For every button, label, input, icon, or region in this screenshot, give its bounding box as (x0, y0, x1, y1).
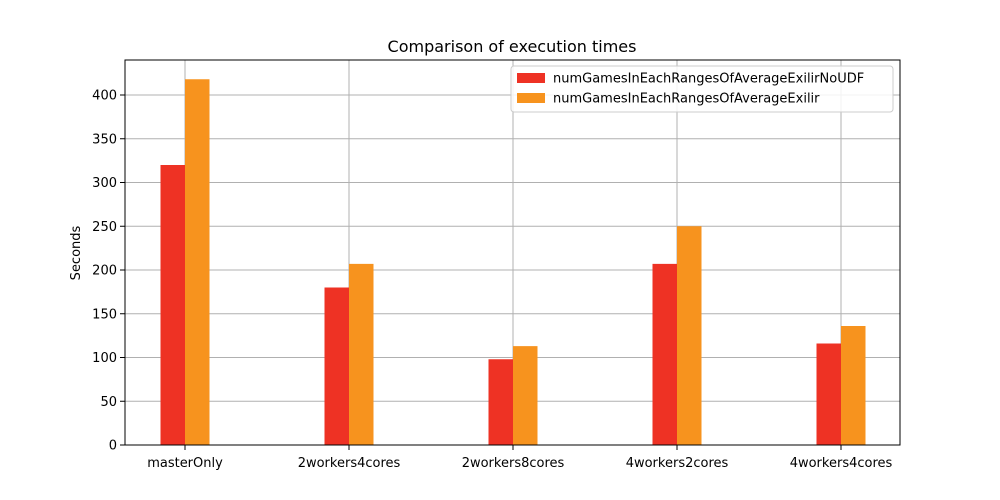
y-tick-label: 400 (92, 89, 117, 104)
x-tick-label: masterOnly (147, 456, 223, 471)
y-tick-label: 200 (92, 264, 117, 279)
legend: numGamesInEachRangesOfAverageExilirNoUDF… (510, 65, 894, 113)
y-tick-label: 100 (92, 351, 117, 366)
bars (160, 79, 866, 445)
y-axis-label: Seconds (69, 225, 84, 280)
legend-box (510, 65, 894, 113)
x-tick-label: 2workers4cores (298, 456, 401, 471)
legend-swatch (517, 93, 545, 103)
bar-nudf-4workers4cores (816, 343, 841, 445)
bar-nudf-2workers4cores (324, 287, 349, 445)
y-tick-label: 250 (92, 220, 117, 235)
legend-label: numGamesInEachRangesOfAverageExilirNoUDF (553, 72, 864, 87)
bar-udf-2workers4cores (349, 263, 374, 445)
y-tick-label: 50 (100, 395, 117, 410)
chart-title: Comparison of execution times (388, 37, 637, 56)
x-tick-label: 4workers4cores (790, 456, 893, 471)
x-tick-label: 2workers8cores (462, 456, 565, 471)
bar-udf-4workers4cores (841, 326, 866, 445)
y-tick-label: 150 (92, 307, 117, 322)
x-tick-label: 4workers2cores (626, 456, 729, 471)
bar-udf-4workers2cores (677, 226, 702, 445)
bar-nudf-masterOnly (160, 165, 185, 445)
y-tick-label: 300 (92, 176, 117, 191)
y-tick-label: 0 (109, 439, 117, 454)
bar-udf-2workers8cores (513, 346, 538, 445)
tick-labels: 0 50 100 150 200 250 300 350 400 masterOnly 2worke… (92, 89, 892, 472)
bar-udf-masterOnly (185, 79, 210, 445)
legend-label: numGamesInEachRangesOfAverageExilir (553, 92, 820, 107)
y-tick-label: 350 (92, 132, 117, 147)
bar-nudf-2workers8cores (488, 359, 513, 445)
legend-swatch (517, 73, 545, 83)
bar-nudf-4workers2cores (652, 263, 677, 445)
